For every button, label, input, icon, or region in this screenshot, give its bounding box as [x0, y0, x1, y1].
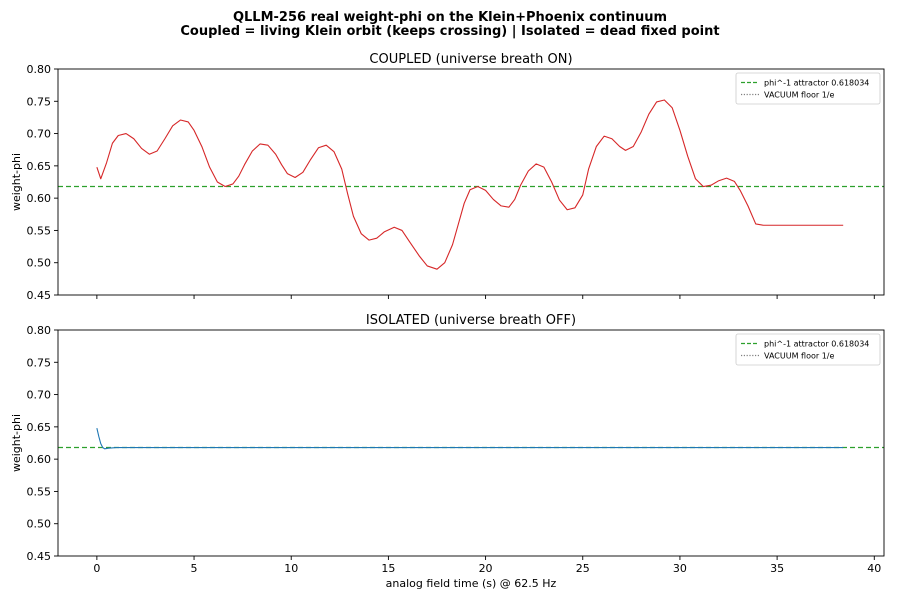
axes-title: ISOLATED (universe breath OFF) — [366, 313, 576, 328]
y-tick-label: 0.65 — [27, 160, 52, 173]
legend-label: VACUUM floor 1/e — [764, 91, 834, 100]
y-tick-label: 0.70 — [27, 389, 52, 402]
y-tick-label: 0.45 — [27, 289, 52, 302]
x-tick-label: 5 — [191, 562, 198, 575]
y-tick-label: 0.60 — [27, 453, 52, 466]
plot-area — [58, 428, 884, 450]
legend-box — [735, 72, 881, 105]
chart-coupled: 0.45 0.50 0.55 0.60 0.65 0.70 0.75 0.80 COUPLED … — [10, 52, 885, 302]
legend-label: phi^-1 attractor 0.618034 — [764, 340, 869, 349]
legend: phi^-1 attractor 0.618034 VACUUM floor 1/… — [735, 333, 881, 366]
y-tick-label: 0.65 — [27, 421, 52, 434]
figure-title-line2: Coupled = living Klein orbit (keeps cros… — [180, 24, 720, 39]
axes-frame — [57, 68, 885, 296]
figure-title-line1: QLLM-256 real weight-phi on the Klein+Ph… — [232, 10, 668, 25]
chart-isolated: 0.45 0.50 0.55 0.60 0.65 0.70 0.75 0.80 0 5 10 15 20… — [10, 313, 885, 590]
y-tick-label: 0.50 — [27, 518, 52, 531]
y-tick-label: 0.55 — [27, 224, 52, 237]
plot-area — [58, 99, 884, 270]
x-axis-label: analog field time (s) @ 62.5 Hz — [386, 577, 557, 590]
y-axis-label: weight-phi — [10, 414, 23, 472]
x-tick-label: 15 — [381, 562, 395, 575]
y-tick-label: 0.55 — [27, 485, 52, 498]
series-line — [96, 428, 844, 450]
y-tick-label: 0.45 — [27, 550, 52, 563]
y-tick-label: 0.80 — [27, 324, 52, 337]
y-axis-label: weight-phi — [10, 153, 23, 211]
axes-frame — [57, 329, 885, 557]
y-tick-label: 0.50 — [27, 257, 52, 270]
x-tick-label: 20 — [479, 562, 493, 575]
legend-label: VACUUM floor 1/e — [764, 352, 834, 361]
x-tick-label: 35 — [770, 562, 784, 575]
y-tick-label: 0.80 — [27, 63, 52, 76]
axes-title: COUPLED (universe breath ON) — [369, 52, 572, 67]
x-tick-label: 10 — [284, 562, 298, 575]
x-tick-label: 30 — [673, 562, 687, 575]
x-tick-label: 0 — [93, 562, 100, 575]
x-tick-label: 40 — [867, 562, 881, 575]
y-tick-label: 0.75 — [27, 95, 52, 108]
x-tick-label: 25 — [576, 562, 590, 575]
series-line — [96, 99, 844, 270]
legend-box — [735, 333, 881, 366]
y-tick-label: 0.70 — [27, 128, 52, 141]
legend: phi^-1 attractor 0.618034 VACUUM floor 1/… — [735, 72, 881, 105]
y-tick-label: 0.75 — [27, 356, 52, 369]
legend-label: phi^-1 attractor 0.618034 — [764, 79, 869, 88]
y-tick-label: 0.60 — [27, 192, 52, 205]
